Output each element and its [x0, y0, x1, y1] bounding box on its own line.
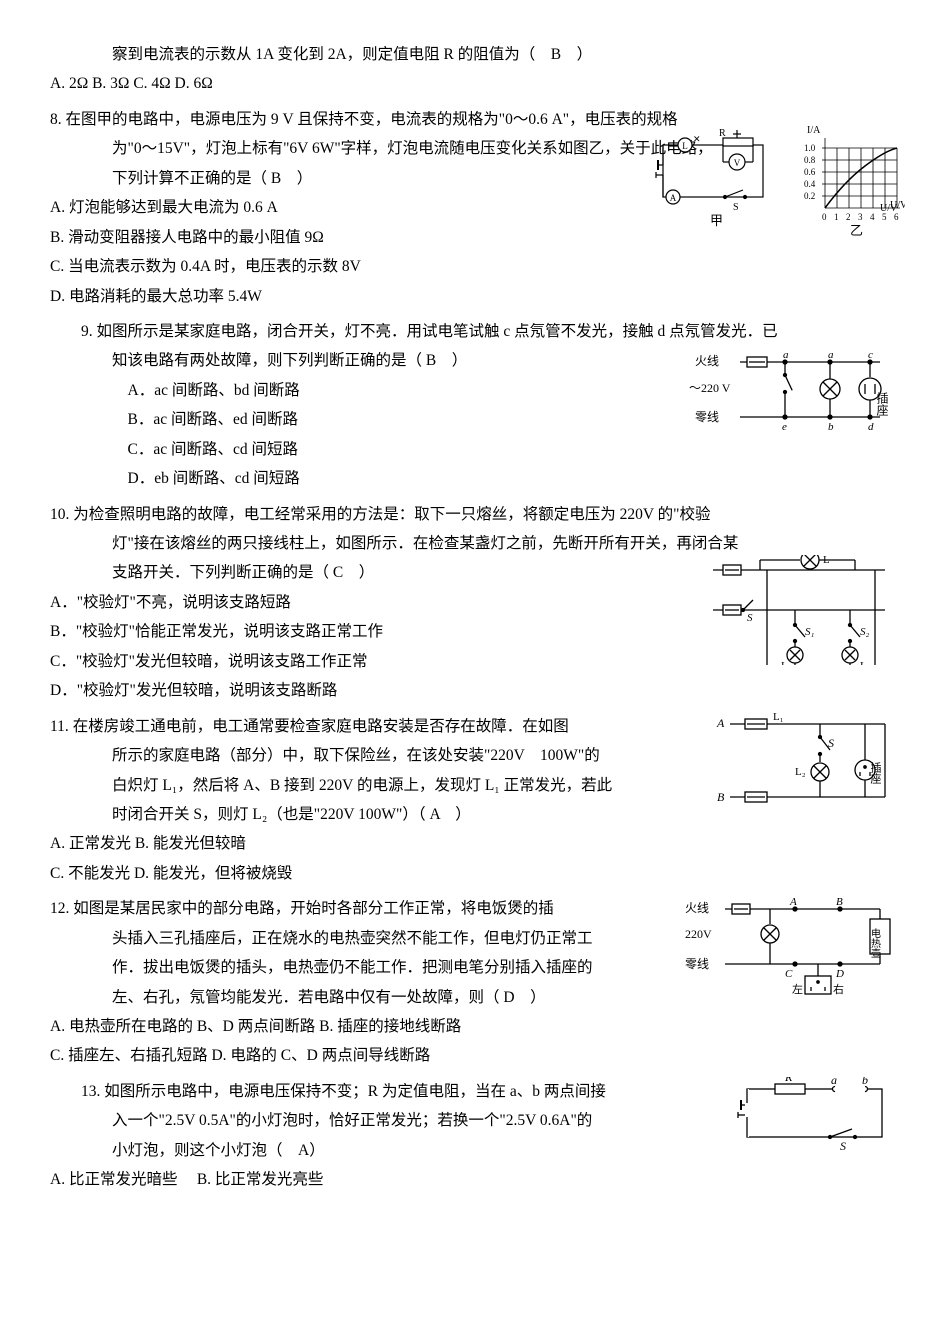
q8-d: D. 电路消耗的最大总功率 5.4W: [50, 282, 895, 311]
svg-text:～220 V: ～220 V: [689, 381, 731, 395]
svg-text:火线: 火线: [685, 901, 709, 915]
svg-text:0.4: 0.4: [804, 179, 816, 189]
q13-t1: 如图所示电路中，电源电压保持不变；R 为定值电阻，当在 a、b 两点间接: [104, 1083, 606, 1100]
q9-figure: 火线 ～220 V 零线 插座 a a c e b d: [685, 347, 895, 437]
question-10: L S S₁ S₂ L₁ L₂ 10. 为检查照明电路的故障，电工经常采用的方法…: [50, 500, 895, 706]
svg-text:b: b: [828, 421, 834, 433]
svg-text:L₁: L₁: [773, 712, 784, 723]
q11-num: 11.: [50, 718, 73, 735]
svg-text:R: R: [784, 1077, 793, 1084]
q9-c: C．ac 间断路、cd 间短路: [128, 435, 896, 464]
svg-text:D: D: [835, 968, 844, 980]
svg-text:C: C: [785, 968, 793, 980]
svg-text:3: 3: [858, 212, 863, 222]
q12-figure: 火线 220V 零线 A B C D 电热壶 左 右: [680, 894, 895, 1004]
svg-text:L: L: [682, 141, 688, 151]
svg-text:甲: 甲: [710, 213, 723, 228]
q7-text: 察到电流表的示数从 1A 变化到 2A，则定值电阻 R 的阻值为（ B ）: [112, 40, 895, 69]
q8-figure: L ✕ R V A: [655, 125, 905, 245]
svg-text:✕: ✕: [693, 134, 701, 144]
q10-figure: L S S₁ S₂ L₁ L₂: [705, 555, 895, 665]
q12-a: A. 电热壶所在电路的 B、D 两点间断路 B. 插座的接地线断路: [50, 1012, 895, 1041]
svg-text:B: B: [836, 896, 843, 908]
q10-t1: 为检查照明电路的故障，电工经常采用的方法是：取下一只熔丝，将额定电压为 220V…: [73, 506, 710, 523]
q11-figure: A B L₁ S L₂ 插座: [715, 712, 895, 812]
q12-c: C. 插座左、右插孔短路 D. 电路的 C、D 两点间导线断路: [50, 1041, 895, 1070]
q9-num: 9.: [81, 323, 97, 340]
svg-text:零线: 零线: [695, 410, 719, 424]
q10-num: 10.: [50, 506, 73, 523]
svg-text:A: A: [716, 716, 725, 730]
svg-text:220V: 220V: [685, 927, 712, 941]
q12-t1: 如图是某居民家中的部分电路，开始时各部分工作正常，将电饭煲的插: [73, 900, 554, 917]
svg-text:1.0: 1.0: [804, 143, 816, 153]
svg-text:右: 右: [833, 982, 844, 996]
q9-t1: 如图所示是某家庭电路，闭合开关，灯不亮．用试电笔试触 c 点氖管不发光，接触 d…: [97, 323, 778, 340]
q13-a: A. 比正常发光暗些 B. 比正常发光亮些: [50, 1165, 895, 1194]
q11-t1: 在楼房竣工通电前，电工通常要检查家庭电路安装是否存在故障．在如图: [73, 718, 569, 735]
svg-text:插座: 插座: [869, 760, 882, 783]
question-9: 火线 ～220 V 零线 插座 a a c e b d 9. 如图所示是某家庭电…: [50, 317, 895, 494]
svg-text:L₁: L₁: [781, 660, 792, 665]
svg-text:插座: 插座: [875, 391, 889, 416]
svg-text:d: d: [868, 421, 874, 433]
q8-t1: 在图甲的电路中，电源电压为 9 V 且保持不变，电流表的规格为"0～0.6 A"…: [66, 111, 678, 128]
svg-text:I/A: I/A: [807, 125, 821, 136]
svg-text:a: a: [783, 349, 789, 361]
q13-num: 13.: [81, 1083, 104, 1100]
question-7: 察到电流表的示数从 1A 变化到 2A，则定值电阻 R 的阻值为（ B ） A.…: [50, 40, 895, 99]
q8-c: C. 当电流表示数为 0.4A 时，电压表的示数 8V: [50, 252, 895, 281]
q11-c: C. 不能发光 D. 能发光，但将被烧毁: [50, 859, 895, 888]
svg-text:0.6: 0.6: [804, 167, 816, 177]
svg-text:1: 1: [834, 212, 839, 222]
svg-text:A: A: [789, 896, 797, 908]
svg-text:c: c: [868, 349, 873, 361]
svg-text:U/V: U/V: [890, 200, 905, 211]
q9-d: D．eb 间断路、cd 间短路: [128, 464, 896, 493]
svg-text:零线: 零线: [685, 957, 709, 971]
svg-text:S₂: S₂: [860, 626, 870, 638]
question-12: 火线 220V 零线 A B C D 电热壶 左 右 12. 如图是某居民家中的…: [50, 894, 895, 1071]
svg-text:火线: 火线: [695, 354, 719, 368]
svg-text:0.8: 0.8: [804, 155, 816, 165]
svg-text:a: a: [831, 1077, 837, 1087]
svg-text:S: S: [840, 1139, 846, 1152]
q13-figure: R a b S: [735, 1077, 895, 1152]
q8-num: 8.: [50, 111, 66, 128]
svg-text:S: S: [747, 612, 753, 624]
svg-text:S: S: [733, 202, 739, 213]
svg-text:A: A: [670, 193, 677, 203]
svg-text:S₁: S₁: [805, 626, 815, 638]
svg-text:0: 0: [822, 212, 827, 222]
svg-text:S: S: [828, 736, 834, 750]
svg-text:b: b: [862, 1077, 868, 1087]
svg-text:e: e: [782, 421, 787, 433]
q10-d: D．"校验灯"发光但较暗，说明该支路断路: [50, 676, 895, 705]
q7-options: A. 2Ω B. 3Ω C. 4Ω D. 6Ω: [50, 69, 895, 98]
question-8: L ✕ R V A: [50, 105, 895, 311]
svg-text:0.2: 0.2: [804, 191, 815, 201]
svg-text:B: B: [717, 790, 725, 804]
svg-text:a: a: [828, 349, 834, 361]
svg-text:2: 2: [846, 212, 851, 222]
svg-text:电热壶: 电热壶: [869, 927, 881, 958]
q12-num: 12.: [50, 900, 73, 917]
svg-text:左: 左: [792, 983, 803, 996]
svg-text:L: L: [823, 555, 830, 566]
svg-text:4: 4: [870, 212, 875, 222]
svg-text:乙: 乙: [850, 223, 863, 238]
svg-text:L₂: L₂: [860, 660, 871, 665]
question-11: A B L₁ S L₂ 插座 11. 在楼房竣工通电前，电工通常要检查家庭电路安…: [50, 712, 895, 889]
question-13: R a b S 13. 如图所示电路中，电源电压保持不变；R 为定值电阻，当在 …: [50, 1077, 895, 1195]
q11-a: A. 正常发光 B. 能发光但较暗: [50, 829, 895, 858]
svg-text:L₂: L₂: [795, 766, 806, 778]
svg-text:R: R: [719, 128, 726, 139]
svg-text:V: V: [734, 158, 741, 168]
